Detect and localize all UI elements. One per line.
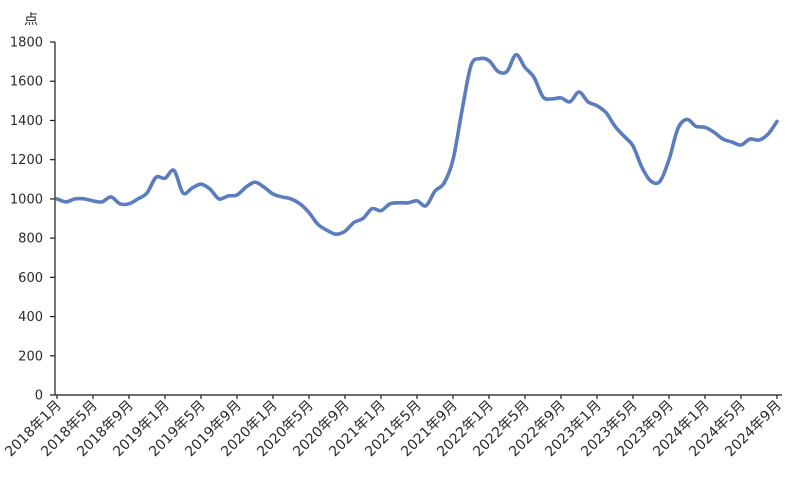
data-point: [587, 100, 590, 103]
y-tick-label: 400: [18, 310, 43, 325]
data-point: [434, 190, 437, 193]
data-point: [236, 193, 239, 196]
data-point: [335, 233, 338, 236]
y-tick-label: 1200: [10, 153, 43, 168]
data-point: [272, 192, 275, 195]
data-point: [551, 97, 554, 100]
data-point: [776, 120, 779, 123]
data-point: [299, 202, 302, 205]
data-point: [326, 229, 329, 232]
data-point: [632, 144, 635, 147]
y-tick-label: 0: [35, 389, 43, 404]
x-axis-ticks: 2018年1月2018年5月2018年9月2019年1月2019年5月2019年…: [2, 395, 785, 460]
data-point: [695, 125, 698, 128]
data-point: [596, 104, 599, 107]
y-tick-label: 1800: [10, 36, 43, 51]
data-point: [668, 158, 671, 161]
y-tick-label: 1600: [10, 75, 43, 90]
series-group: [55, 52, 779, 236]
data-point: [128, 202, 131, 205]
y-axis-ticks: 0 200 400 600 800 1000 1200 1400 1600 1800: [10, 36, 55, 404]
data-point: [92, 199, 95, 202]
data-point: [308, 211, 311, 214]
y-tick-label: 800: [18, 232, 43, 247]
data-point: [641, 166, 644, 169]
data-point: [389, 202, 392, 205]
data-point: [659, 180, 662, 183]
data-point: [371, 207, 374, 210]
data-point: [749, 138, 752, 141]
data-point: [200, 183, 203, 186]
data-point: [614, 125, 617, 128]
y-tick-label: 1400: [10, 114, 43, 129]
data-point: [146, 192, 149, 195]
data-point: [344, 230, 347, 233]
data-point: [560, 96, 563, 99]
data-point: [182, 192, 185, 195]
data-point: [650, 180, 653, 183]
data-point: [533, 76, 536, 79]
data-point: [74, 197, 77, 200]
data-point: [263, 186, 266, 189]
data-point: [443, 182, 446, 185]
data-point: [362, 217, 365, 220]
data-point: [506, 70, 509, 73]
data-point: [101, 200, 104, 203]
data-point: [605, 111, 608, 114]
series-line: [55, 52, 779, 236]
data-point: [155, 176, 158, 179]
data-point: [713, 131, 716, 134]
data-point: [524, 66, 527, 69]
data-point: [380, 209, 383, 212]
data-point: [470, 64, 473, 67]
data-point: [119, 202, 122, 205]
data-point: [191, 187, 194, 190]
y-tick-label: 1000: [10, 192, 43, 207]
data-point: [515, 53, 518, 56]
data-point: [398, 201, 401, 204]
data-point: [758, 139, 761, 142]
data-point: [65, 200, 68, 203]
y-tick-label: 200: [18, 349, 43, 364]
data-point: [488, 59, 491, 62]
data-point: [254, 181, 257, 184]
data-point: [290, 197, 293, 200]
y-axis-unit-label: 点: [24, 12, 38, 28]
data-point: [767, 133, 770, 136]
data-point: [461, 109, 464, 112]
data-point: [452, 158, 455, 161]
data-point: [677, 127, 680, 130]
data-point: [245, 186, 248, 189]
data-point: [578, 91, 581, 94]
data-point: [722, 138, 725, 141]
data-point: [173, 169, 176, 172]
data-point: [479, 57, 482, 60]
data-point: [353, 221, 356, 224]
data-point: [110, 195, 113, 198]
data-point: [227, 194, 230, 197]
data-point: [704, 126, 707, 129]
data-point: [407, 201, 410, 204]
data-point: [569, 100, 572, 103]
data-point: [497, 70, 500, 73]
data-point: [56, 197, 59, 200]
data-point: [425, 204, 428, 207]
data-point: [281, 195, 284, 198]
y-tick-label: 600: [18, 271, 43, 286]
data-point: [686, 118, 689, 121]
data-point: [317, 223, 320, 226]
data-point: [137, 197, 140, 200]
data-point: [731, 141, 734, 144]
data-point: [83, 197, 86, 200]
data-point: [740, 143, 743, 146]
data-point: [164, 177, 167, 180]
data-point: [218, 197, 221, 200]
data-point: [416, 199, 419, 202]
data-point: [542, 95, 545, 98]
data-point: [623, 135, 626, 138]
data-point: [209, 188, 212, 191]
